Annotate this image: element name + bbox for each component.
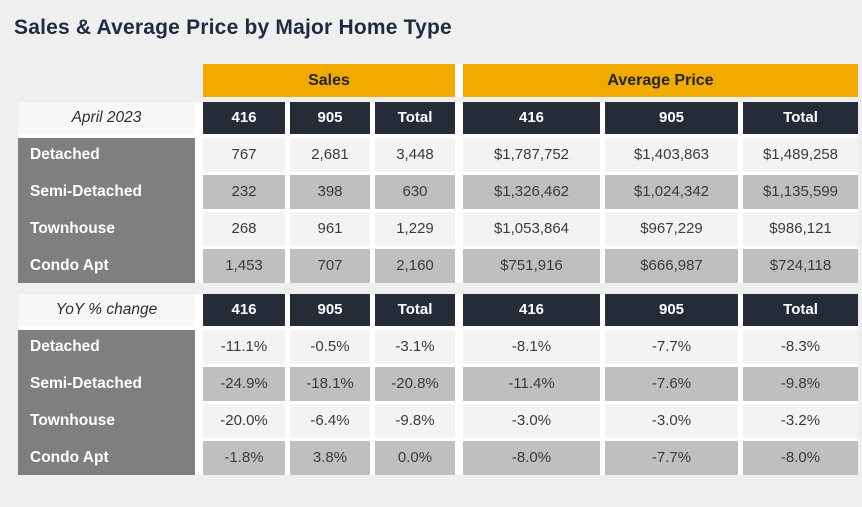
cell-semi-sales-total: 630 [375, 175, 455, 209]
yoy-column-header-row: YoY % change 416 905 Total 416 905 Total [18, 294, 858, 326]
column-header-sales-416: 416 [203, 294, 285, 326]
summary-table: Sales Average Price April 2023 416 905 T… [18, 64, 858, 475]
column-header-sales-total: Total [375, 294, 455, 326]
average-price-group-header: Average Price [463, 64, 858, 97]
cell-yoy-semi-sales-416: -24.9% [203, 367, 285, 401]
cell-yoy-condo-sales-416: -1.8% [203, 441, 285, 475]
column-header-sales-416: 416 [203, 102, 285, 134]
group-header-row: Sales Average Price [18, 64, 858, 97]
row-label-detached: Detached [30, 146, 100, 163]
yoy-period-label: YoY % change [18, 294, 195, 326]
cell-yoy-town-avg-416: -3.0% [463, 404, 600, 438]
row-label-townhouse: Townhouse [30, 220, 115, 237]
section-april-2023: April 2023 416 905 Total 416 905 Total D… [18, 102, 858, 283]
column-header-avg-905: 905 [605, 102, 738, 134]
column-header-avg-905: 905 [605, 294, 738, 326]
cell-yoy-condo-avg-416: -8.0% [463, 441, 600, 475]
row-label-semi-detached: Semi-Detached [30, 183, 142, 200]
cell-yoy-detached-sales-416: -11.1% [203, 330, 285, 364]
cell-semi-avg-total: $1,135,599 [743, 175, 858, 209]
cell-town-avg-total: $986,121 [743, 212, 858, 246]
section-yoy-change: YoY % change 416 905 Total 416 905 Total… [18, 294, 858, 475]
sales-group-header: Sales [203, 64, 455, 97]
cell-detached-sales-416: 767 [203, 138, 285, 172]
cell-town-avg-905: $967,229 [605, 212, 738, 246]
row-label-townhouse: Townhouse [30, 412, 115, 429]
cell-yoy-detached-avg-416: -8.1% [463, 330, 600, 364]
cell-yoy-town-sales-905: -6.4% [290, 404, 370, 438]
cell-town-avg-416: $1,053,864 [463, 212, 600, 246]
cell-detached-avg-905: $1,403,863 [605, 138, 738, 172]
column-header-sales-905: 905 [290, 102, 370, 134]
group-header-spacer [18, 64, 195, 97]
cell-yoy-condo-avg-905: -7.7% [605, 441, 738, 475]
row-label-detached: Detached [30, 338, 100, 355]
column-header-avg-416: 416 [463, 102, 600, 134]
column-header-sales-total: Total [375, 102, 455, 134]
cell-yoy-town-avg-905: -3.0% [605, 404, 738, 438]
cell-yoy-town-sales-total: -9.8% [375, 404, 455, 438]
yoy-row-labels: Detached Semi-Detached Townhouse Condo A… [18, 330, 195, 475]
april-row-labels: Detached Semi-Detached Townhouse Condo A… [18, 138, 195, 283]
cell-condo-avg-905: $666,987 [605, 249, 738, 283]
cell-condo-sales-905: 707 [290, 249, 370, 283]
cell-condo-avg-total: $724,118 [743, 249, 858, 283]
column-header-avg-416: 416 [463, 294, 600, 326]
yoy-table-body: Detached Semi-Detached Townhouse Condo A… [18, 330, 858, 475]
row-label-condo-apt: Condo Apt [30, 257, 109, 274]
april-table-body: Detached Semi-Detached Townhouse Condo A… [18, 138, 858, 283]
group-header-cells: Sales Average Price [203, 64, 858, 97]
april-values-grid: 767 2,681 3,448 $1,787,752 $1,403,863 $1… [203, 138, 858, 283]
april-column-headers: 416 905 Total 416 905 Total [203, 102, 858, 134]
cell-yoy-detached-sales-total: -3.1% [375, 330, 455, 364]
cell-yoy-semi-sales-total: -20.8% [375, 367, 455, 401]
cell-condo-avg-416: $751,916 [463, 249, 600, 283]
cell-yoy-condo-sales-905: 3.8% [290, 441, 370, 475]
yoy-column-headers: 416 905 Total 416 905 Total [203, 294, 858, 326]
cell-semi-avg-905: $1,024,342 [605, 175, 738, 209]
row-label-semi-detached: Semi-Detached [30, 375, 142, 392]
cell-town-sales-total: 1,229 [375, 212, 455, 246]
cell-condo-sales-total: 2,160 [375, 249, 455, 283]
page-title: Sales & Average Price by Major Home Type [14, 16, 452, 39]
cell-semi-avg-416: $1,326,462 [463, 175, 600, 209]
cell-town-sales-905: 961 [290, 212, 370, 246]
cell-detached-sales-905: 2,681 [290, 138, 370, 172]
column-header-sales-905: 905 [290, 294, 370, 326]
yoy-values-grid: -11.1% -0.5% -3.1% -8.1% -7.7% -8.3% -24… [203, 330, 858, 475]
cell-detached-avg-416: $1,787,752 [463, 138, 600, 172]
cell-yoy-detached-avg-905: -7.7% [605, 330, 738, 364]
cell-yoy-semi-avg-416: -11.4% [463, 367, 600, 401]
page: Sales & Average Price by Major Home Type… [0, 16, 862, 507]
column-header-avg-total: Total [743, 102, 858, 134]
cell-yoy-semi-avg-total: -9.8% [743, 367, 858, 401]
cell-yoy-town-sales-416: -20.0% [203, 404, 285, 438]
cell-detached-sales-total: 3,448 [375, 138, 455, 172]
april-column-header-row: April 2023 416 905 Total 416 905 Total [18, 102, 858, 134]
column-header-avg-total: Total [743, 294, 858, 326]
cell-yoy-detached-avg-total: -8.3% [743, 330, 858, 364]
cell-semi-sales-905: 398 [290, 175, 370, 209]
cell-condo-sales-416: 1,453 [203, 249, 285, 283]
row-label-condo-apt: Condo Apt [30, 449, 109, 466]
cell-yoy-detached-sales-905: -0.5% [290, 330, 370, 364]
cell-yoy-semi-sales-905: -18.1% [290, 367, 370, 401]
cell-yoy-condo-sales-total: 0.0% [375, 441, 455, 475]
cell-yoy-town-avg-total: -3.2% [743, 404, 858, 438]
cell-detached-avg-total: $1,489,258 [743, 138, 858, 172]
april-period-label: April 2023 [18, 102, 195, 134]
cell-semi-sales-416: 232 [203, 175, 285, 209]
cell-yoy-condo-avg-total: -8.0% [743, 441, 858, 475]
cell-yoy-semi-avg-905: -7.6% [605, 367, 738, 401]
cell-town-sales-416: 268 [203, 212, 285, 246]
